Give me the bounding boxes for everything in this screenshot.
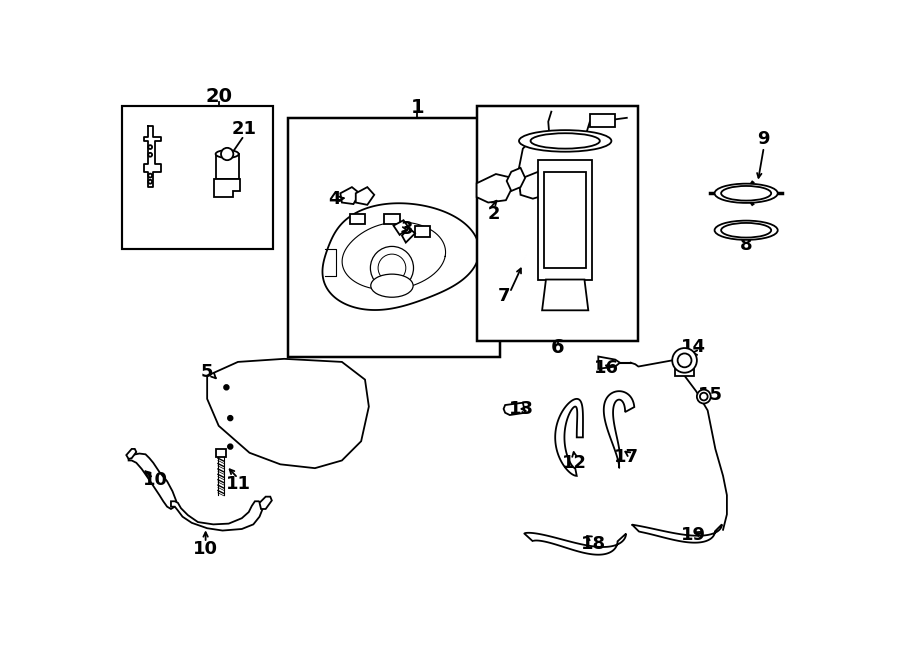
Text: 1: 1 (410, 98, 424, 117)
Polygon shape (349, 214, 365, 224)
Polygon shape (525, 533, 626, 555)
Text: 7: 7 (498, 288, 509, 305)
Circle shape (221, 148, 233, 160)
Text: 3: 3 (401, 221, 414, 239)
Text: 12: 12 (562, 454, 587, 472)
Text: 9: 9 (758, 130, 770, 148)
Text: 8: 8 (740, 236, 752, 254)
Polygon shape (555, 399, 583, 476)
Text: 16: 16 (593, 359, 618, 377)
Polygon shape (538, 160, 592, 280)
Text: 5: 5 (201, 363, 213, 381)
Polygon shape (542, 280, 589, 310)
Text: 13: 13 (508, 400, 534, 418)
Polygon shape (519, 172, 548, 199)
Polygon shape (356, 187, 374, 205)
Polygon shape (402, 228, 415, 243)
Circle shape (371, 247, 413, 290)
Ellipse shape (700, 393, 707, 401)
Circle shape (224, 385, 229, 389)
Polygon shape (504, 403, 526, 415)
Polygon shape (675, 368, 694, 375)
Text: 17: 17 (615, 447, 639, 465)
Polygon shape (259, 496, 272, 509)
Polygon shape (393, 220, 409, 235)
Circle shape (228, 416, 232, 420)
Bar (477, 106, 638, 341)
Polygon shape (216, 154, 239, 179)
Text: 14: 14 (681, 338, 706, 356)
Polygon shape (322, 203, 479, 310)
Text: 20: 20 (205, 87, 232, 106)
Ellipse shape (519, 130, 611, 152)
Polygon shape (126, 449, 136, 459)
Ellipse shape (715, 221, 778, 240)
Polygon shape (340, 187, 360, 204)
Polygon shape (129, 453, 176, 509)
Polygon shape (604, 391, 634, 468)
Polygon shape (632, 524, 722, 543)
Polygon shape (214, 178, 240, 197)
Text: 19: 19 (681, 526, 706, 544)
Polygon shape (384, 214, 400, 224)
Ellipse shape (371, 274, 413, 297)
Text: 2: 2 (488, 205, 500, 223)
Bar (288, 118, 500, 356)
Text: 4: 4 (328, 190, 340, 208)
Polygon shape (477, 174, 511, 202)
Polygon shape (544, 172, 586, 268)
Ellipse shape (721, 186, 771, 200)
Polygon shape (171, 501, 263, 531)
Text: 18: 18 (581, 535, 607, 553)
Polygon shape (216, 449, 227, 457)
Ellipse shape (678, 354, 691, 368)
Ellipse shape (216, 150, 239, 158)
Ellipse shape (531, 134, 599, 149)
Polygon shape (590, 114, 616, 127)
Polygon shape (598, 356, 620, 369)
Text: 21: 21 (231, 120, 256, 138)
Ellipse shape (721, 223, 771, 237)
Text: 10: 10 (143, 471, 168, 488)
Text: 15: 15 (698, 386, 723, 404)
Bar (122, 106, 273, 249)
Polygon shape (415, 225, 430, 237)
Ellipse shape (715, 184, 778, 203)
Text: 10: 10 (194, 540, 218, 558)
Circle shape (378, 254, 406, 282)
Text: 11: 11 (225, 475, 250, 492)
Circle shape (228, 444, 232, 449)
Polygon shape (207, 359, 369, 468)
Ellipse shape (672, 348, 697, 373)
Text: 6: 6 (551, 338, 564, 357)
Polygon shape (507, 168, 526, 191)
Ellipse shape (697, 389, 711, 403)
